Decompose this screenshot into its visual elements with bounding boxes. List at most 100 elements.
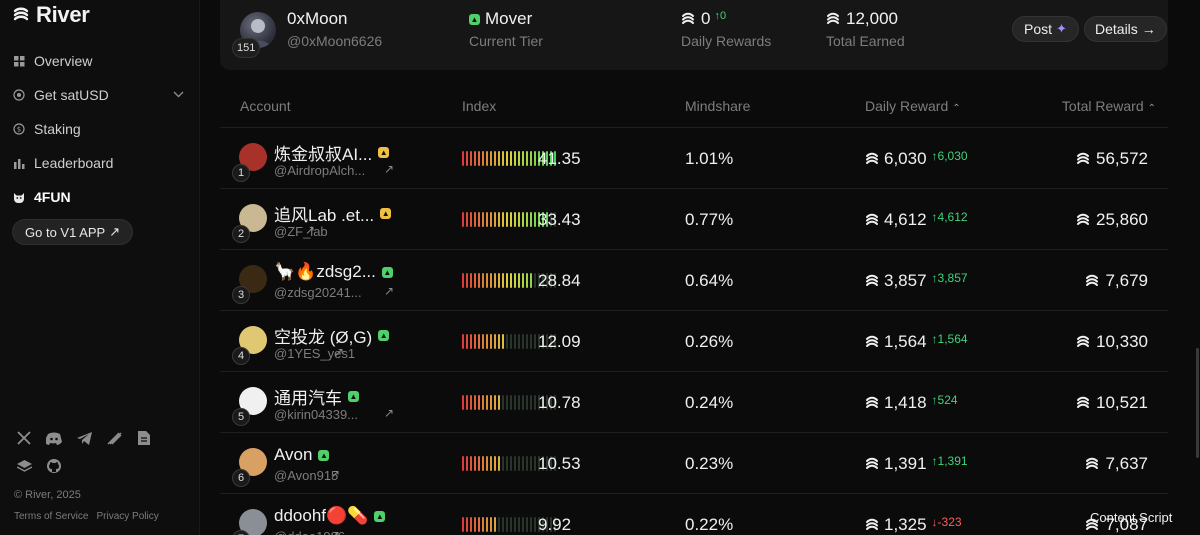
total-reward: 10,330 xyxy=(1076,332,1148,352)
account-name[interactable]: Avon ▲ xyxy=(274,445,330,465)
col-daily-reward[interactable]: Daily Reward ⌃ xyxy=(865,98,961,114)
index-bar-tick xyxy=(522,395,524,410)
external-link-icon[interactable]: ↗ xyxy=(384,162,395,176)
index-bar-tick xyxy=(542,334,544,349)
tier-badge-icon: ▲ xyxy=(380,208,392,219)
index-bar-tick xyxy=(534,334,536,349)
mirror-icon[interactable] xyxy=(106,430,122,446)
document-icon[interactable] xyxy=(136,430,152,446)
external-link-icon[interactable]: ↗ xyxy=(305,223,316,237)
sidebar-item-staking[interactable]: $ Staking xyxy=(12,112,184,146)
table-row[interactable]: 7 ddoohf🔴💊 ▲ @ddoo1986 ↗ 9.92 0.22% 1,32… xyxy=(220,493,1168,535)
daily-delta: ↑1,391 xyxy=(931,454,968,468)
index-bar-tick xyxy=(510,273,512,288)
index-bar-tick xyxy=(514,151,516,166)
index-bar-tick xyxy=(494,395,496,410)
daily-reward-value: 4,612 xyxy=(884,210,927,229)
daily-reward: 1,564 ↑1,564 xyxy=(865,332,968,352)
index-bar-tick xyxy=(530,273,532,288)
external-link-icon[interactable]: ↗ xyxy=(384,284,395,298)
privacy-link[interactable]: Privacy Policy xyxy=(96,511,159,522)
tier-badge-icon: ▲ xyxy=(378,147,390,158)
sidebar-item-get-satusd[interactable]: Get satUSD xyxy=(12,78,184,112)
legal-links: Terms of Service Privacy Policy xyxy=(14,511,159,522)
scrollbar[interactable] xyxy=(1196,348,1199,458)
index-bar-tick xyxy=(534,212,536,227)
account-name[interactable]: 炼金叔叔AI... ▲ xyxy=(274,140,390,165)
go-to-v1-app-button[interactable]: Go to V1 APP ↗ xyxy=(12,219,134,245)
external-link-icon[interactable]: ↗ xyxy=(384,406,395,420)
index-bar-tick xyxy=(502,151,504,166)
index-bar-tick xyxy=(554,456,556,471)
index-bar-tick xyxy=(526,212,528,227)
index-bar-tick xyxy=(554,517,556,532)
external-link-icon[interactable]: ↗ xyxy=(330,528,341,535)
index-bar-tick xyxy=(510,212,512,227)
account-name[interactable]: 通用汽车 ▲ xyxy=(274,384,359,409)
details-button[interactable]: Details → xyxy=(1084,16,1167,42)
discord-icon[interactable] xyxy=(46,430,62,446)
index-bar-tick xyxy=(534,273,536,288)
sidebar-item-4fun[interactable]: 4FUN xyxy=(12,180,184,214)
account-name[interactable]: 空投龙 (Ø,G) ▲ xyxy=(274,323,390,348)
index-bar-tick xyxy=(522,212,524,227)
table-row[interactable]: 2 追风Lab .et... ▲ @ZF_lab ↗ 33.43 0.77% 4… xyxy=(220,188,1168,249)
index-bar-tick xyxy=(462,517,464,532)
table-row[interactable]: 1 炼金叔叔AI... ▲ @AirdropAlch... ↗ 41.35 1.… xyxy=(220,127,1168,188)
index-bar-tick xyxy=(462,456,464,471)
index-bar-tick xyxy=(474,334,476,349)
x-twitter-icon[interactable] xyxy=(16,430,32,446)
daily-delta-value: 3,857 xyxy=(937,271,968,285)
index-bar-tick xyxy=(474,212,476,227)
mindshare-value: 0.24% xyxy=(685,393,734,412)
daily-delta-value: -323 xyxy=(937,515,962,529)
col-total-reward[interactable]: Total Reward ⌃ xyxy=(1061,98,1156,114)
telegram-icon[interactable] xyxy=(76,430,92,446)
index-bar-tick xyxy=(542,395,544,410)
sparkle-icon: ✦ xyxy=(1056,21,1067,36)
account-handle: @1YES_yes1 xyxy=(274,346,356,361)
table-row[interactable]: 5 通用汽车 ▲ @kirin04339... ↗ 10.78 0.24% 1,… xyxy=(220,371,1168,432)
table-row[interactable]: 6 Avon ▲ @Avon915 ↗ 10.53 0.23% 1,391 ↑1… xyxy=(220,432,1168,493)
rank-badge: 4 xyxy=(232,347,250,365)
account-handle: @ddoo1986 xyxy=(274,529,345,535)
index-bar-tick xyxy=(498,334,500,349)
index-bars xyxy=(462,456,556,471)
river-logo[interactable]: River xyxy=(12,2,90,28)
table-row[interactable]: 3 🦙🔥zdsg2... ▲ @zdsg20241... ↗ 28.84 0.6… xyxy=(220,249,1168,310)
external-link-icon[interactable]: ↗ xyxy=(334,345,345,359)
sidebar-item-label: Leaderboard xyxy=(34,155,114,171)
index-bar-tick xyxy=(482,395,484,410)
index-bar-tick xyxy=(526,456,528,471)
index-bar-tick xyxy=(466,334,468,349)
index-bar-tick xyxy=(530,456,532,471)
account-name[interactable]: 🦙🔥zdsg2... ▲ xyxy=(274,262,393,282)
index-bar-tick xyxy=(486,395,488,410)
account-name[interactable]: ddoohf🔴💊 ▲ xyxy=(274,506,386,526)
total-earned-amount: 12,000 xyxy=(846,9,898,28)
daily-delta-value: 524 xyxy=(937,393,958,407)
index-bar-tick xyxy=(530,517,532,532)
index-bar-tick xyxy=(534,395,536,410)
daily-rewards-value: 0 ↑0 xyxy=(681,9,726,29)
external-link-icon[interactable]: ↗ xyxy=(330,467,341,481)
layers-icon[interactable] xyxy=(16,458,32,474)
river-token-icon xyxy=(865,335,879,349)
river-token-icon xyxy=(681,12,695,26)
post-button[interactable]: Post ✦ xyxy=(1012,16,1079,42)
index-bar-tick xyxy=(482,273,484,288)
chevron-down-icon[interactable] xyxy=(173,89,184,101)
index-bar-tick xyxy=(470,273,472,288)
terms-link[interactable]: Terms of Service xyxy=(14,511,89,522)
index-bar-tick xyxy=(522,334,524,349)
index-bar-tick xyxy=(478,334,480,349)
sidebar-item-overview[interactable]: Overview xyxy=(12,44,184,78)
github-icon[interactable] xyxy=(46,458,62,474)
account-name[interactable]: 追风Lab .et... ▲ xyxy=(274,201,392,226)
daily-delta: ↑3,857 xyxy=(931,271,968,285)
table-row[interactable]: 4 空投龙 (Ø,G) ▲ @1YES_yes1 ↗ 12.09 0.26% 1… xyxy=(220,310,1168,371)
sidebar-item-leaderboard[interactable]: Leaderboard xyxy=(12,146,184,180)
user-handle: @0xMoon6626 xyxy=(287,33,383,49)
cat-icon xyxy=(12,190,26,204)
tier-badge-icon: ▲ xyxy=(348,391,359,402)
